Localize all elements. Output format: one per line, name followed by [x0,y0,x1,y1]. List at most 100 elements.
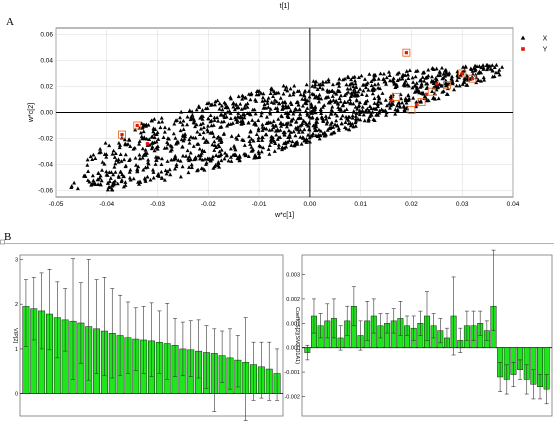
scatter-point [245,101,250,106]
scatter-point [377,110,382,115]
scatter-point [387,73,392,78]
scatter-point [298,112,303,116]
scatter-point [445,92,450,96]
scatter-point [152,131,157,136]
scatter-point [107,179,112,184]
scatter-point [171,131,176,136]
scatter-point [241,121,246,126]
scatter-point [117,145,122,150]
scatter-point [162,177,167,182]
scatter-point [351,84,356,89]
scatter-point [105,187,110,192]
scatter-point [201,125,206,130]
scatter-point [187,140,192,145]
scatter-point [256,149,261,154]
scatter-point [484,62,489,67]
y-tick-label: 0.04 [40,58,53,65]
scatter-point [174,162,179,167]
scatter-point [294,100,299,105]
scatter-point [375,104,380,109]
scatter-point [266,147,271,151]
scatter-point [395,103,400,108]
scatter-point [318,109,323,113]
scatter-point [200,114,205,118]
scatter-point [372,101,377,105]
scatter-point [403,78,408,83]
scatter-point [304,122,309,127]
scatter-point [137,179,142,184]
scatter-point [364,108,369,113]
scatter-point [124,142,129,147]
scatter-point [307,127,312,132]
scatter-point [449,76,454,81]
scatter-point [481,67,486,71]
scatter-point [342,99,347,104]
scatter-point [92,181,97,186]
scatter-point [346,114,351,119]
scatter-point [83,174,88,178]
scatter-point [490,74,495,79]
scatter-point [371,117,376,122]
scatter-point [214,153,219,157]
scatter-point [152,148,157,153]
scatter-point [245,105,250,109]
scatter-point [411,80,416,84]
scatter-point [361,82,366,87]
scatter-point [402,83,407,88]
scatter-point [390,78,395,83]
scatter-point [345,74,350,79]
scatter-point [246,120,251,125]
scatter-point [194,107,199,112]
coefficient-bar-chart: 0.003 0.002 0.001 0.000 -0.001 -0.002 CoeffCS[… [284,249,553,417]
scatter-point [345,99,350,104]
scatter-point [219,112,224,117]
scatter-point [246,154,251,158]
scatter-point [305,111,310,115]
scatter-point [268,106,273,111]
scatter-point [134,163,139,167]
scatter-point [153,127,158,131]
scatter-point [473,68,478,73]
scatter-point [433,83,438,88]
scatter-point [137,156,142,161]
scatter-point [211,123,216,127]
scatter-point [128,167,133,172]
scatter-point [155,130,160,135]
scatter-point [237,155,242,159]
scatter-point [138,130,143,135]
scatter-point [387,101,392,106]
scatter-point [218,136,223,140]
scatter-point [197,132,202,136]
scatter-point [397,103,402,108]
scatter-point [361,112,366,117]
scatter-point [353,85,358,89]
scatter-point [256,128,261,133]
scatter-point [365,98,370,103]
scatter-point [369,83,374,88]
scatter-point [351,101,356,106]
scatter-point [443,73,448,78]
scatter-point [174,139,179,144]
scatter-point [360,104,365,109]
scatter-point [336,126,341,130]
scatter-point [281,91,286,96]
scatter-point [439,65,444,70]
scatter-point [187,154,192,159]
scatter-point [154,145,159,150]
scatter-point [325,127,330,132]
scatter-point [269,127,274,132]
scatter-point [372,82,377,87]
scatter-point [218,125,223,129]
scatter-point [240,96,245,101]
scatter-point [241,112,246,116]
scatter-point [370,109,375,114]
x-tick-label: 0.01 [354,201,367,208]
scatter-point [481,75,486,80]
scatter-point [280,106,285,110]
scatter-point [137,152,142,157]
scatter-point [280,145,285,149]
scatter-point [151,129,156,134]
scatter-point [396,100,401,105]
scatter-point [228,95,233,99]
scatter-point [422,78,427,83]
